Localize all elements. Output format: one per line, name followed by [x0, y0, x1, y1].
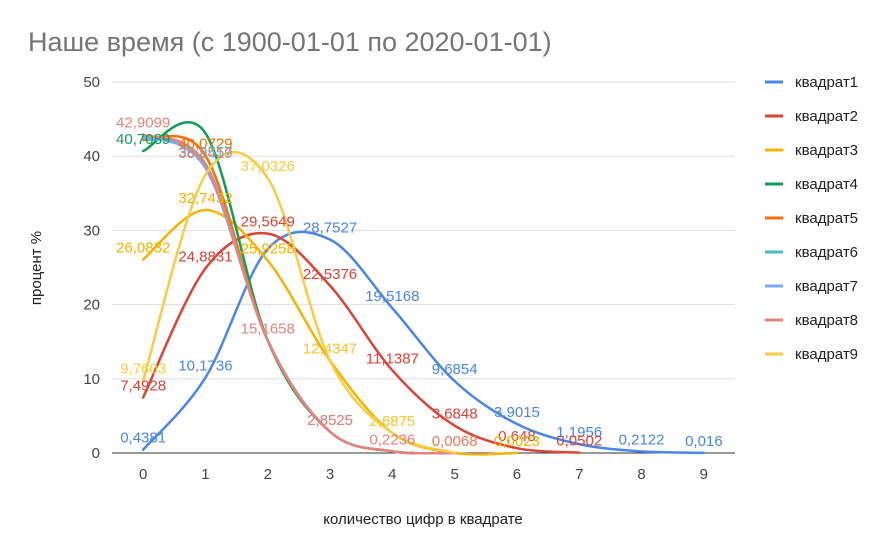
- data-label: 9,6854: [432, 361, 478, 378]
- x-tick-label: 4: [388, 466, 396, 483]
- x-tick-label: 5: [450, 466, 458, 483]
- series-lines: [141, 121, 706, 456]
- x-tick-label: 6: [513, 466, 521, 483]
- data-label: 0,0023: [494, 433, 540, 450]
- data-label: 9,7603: [120, 361, 166, 378]
- data-label: 40,0729: [178, 136, 232, 153]
- data-label: 12,4347: [303, 341, 357, 358]
- y-axis-title: процент %: [28, 231, 45, 305]
- data-label: 0,4381: [120, 430, 166, 447]
- data-label: 2,8525: [307, 412, 353, 429]
- y-tick-label: 40: [83, 148, 100, 165]
- y-tick-label: 30: [83, 222, 100, 239]
- data-label: 0,648: [498, 428, 536, 445]
- y-tick-label: 10: [83, 371, 100, 388]
- x-tick-label: 7: [575, 466, 583, 483]
- legend-label: квадрат7: [795, 278, 858, 295]
- x-tick-label: 3: [326, 466, 334, 483]
- legend-label: квадрат4: [795, 176, 858, 193]
- legend-label: квадрат3: [795, 142, 858, 159]
- data-label: 12,4347: [303, 341, 357, 358]
- data-label: 3,6848: [432, 406, 478, 423]
- data-label: 28,7527: [303, 220, 357, 237]
- data-label: 2,6875: [369, 413, 415, 430]
- x-axis-ticks: 0 1 2 3 4 5 6 7 8 9: [139, 466, 708, 483]
- legend-label: квадрат9: [795, 346, 858, 363]
- data-label: 19,5168: [365, 288, 419, 305]
- series-line-квадрат9: [141, 150, 456, 455]
- data-label: 0,0068: [432, 433, 478, 450]
- y-axis-ticks: 0 10 20 30 40 50: [83, 74, 100, 462]
- legend-label: квадрат2: [795, 108, 858, 125]
- series-line-квадрат1: [141, 230, 706, 455]
- data-label: 0,2236: [369, 431, 415, 448]
- data-label: 32,7432: [178, 190, 232, 207]
- data-label: 42,9099: [116, 115, 170, 132]
- data-label: 15,1658: [241, 320, 295, 337]
- data-label: 0,0068: [432, 433, 478, 450]
- data-label: 11,1387: [366, 350, 419, 367]
- data-label: 2,8525: [307, 412, 353, 429]
- series-line-квадрат8: [141, 133, 456, 455]
- series-line-квадрат2: [141, 231, 581, 454]
- data-label: 37,0326: [241, 158, 295, 175]
- data-label: 22,5376: [303, 266, 357, 283]
- legend-label: квадрат6: [795, 244, 858, 261]
- legend-label: квадрат5: [795, 210, 858, 227]
- data-label: 38,8419: [178, 145, 232, 162]
- data-label: 10,1736: [178, 358, 232, 375]
- x-tick-label: 8: [637, 466, 645, 483]
- legend: квадрат1 квадрат2 квадрат3 квадрат4 квадрат5…: [765, 74, 858, 363]
- data-label: 1,1956: [556, 424, 602, 441]
- data-label: 40,7089: [116, 131, 170, 148]
- data-label: 24,8831: [178, 248, 232, 265]
- y-tick-label: 20: [83, 297, 100, 314]
- data-label: 0,016: [685, 433, 723, 450]
- data-label: 25,9258: [241, 241, 295, 258]
- data-label: 0,0502: [556, 433, 602, 450]
- data-labels: 0,4381 10,1736 28,7527 19,5168 9,6854 3,9015 1…: [116, 115, 723, 450]
- data-label: 0,2122: [619, 431, 665, 448]
- y-tick-label: 50: [83, 74, 100, 91]
- y-tick-label: 0: [92, 445, 100, 462]
- data-label: 2,6875: [369, 413, 415, 430]
- legend-label: квадрат8: [795, 312, 858, 329]
- data-label: 7,4928: [120, 377, 166, 394]
- x-tick-label: 9: [700, 466, 708, 483]
- chart-title: Наше время (с 1900-01-01 по 2020-01-01): [28, 27, 552, 57]
- data-label: 3,9015: [494, 404, 540, 421]
- x-tick-label: 0: [139, 466, 147, 483]
- data-label: 26,0832: [116, 239, 170, 256]
- x-tick-label: 1: [201, 466, 209, 483]
- x-tick-label: 2: [264, 466, 272, 483]
- data-label: 29,5649: [241, 214, 295, 231]
- legend-label: квадрат1: [795, 74, 858, 91]
- data-label: 38,9557: [178, 144, 232, 161]
- x-axis-title: количество цифр в квадрате: [323, 511, 523, 528]
